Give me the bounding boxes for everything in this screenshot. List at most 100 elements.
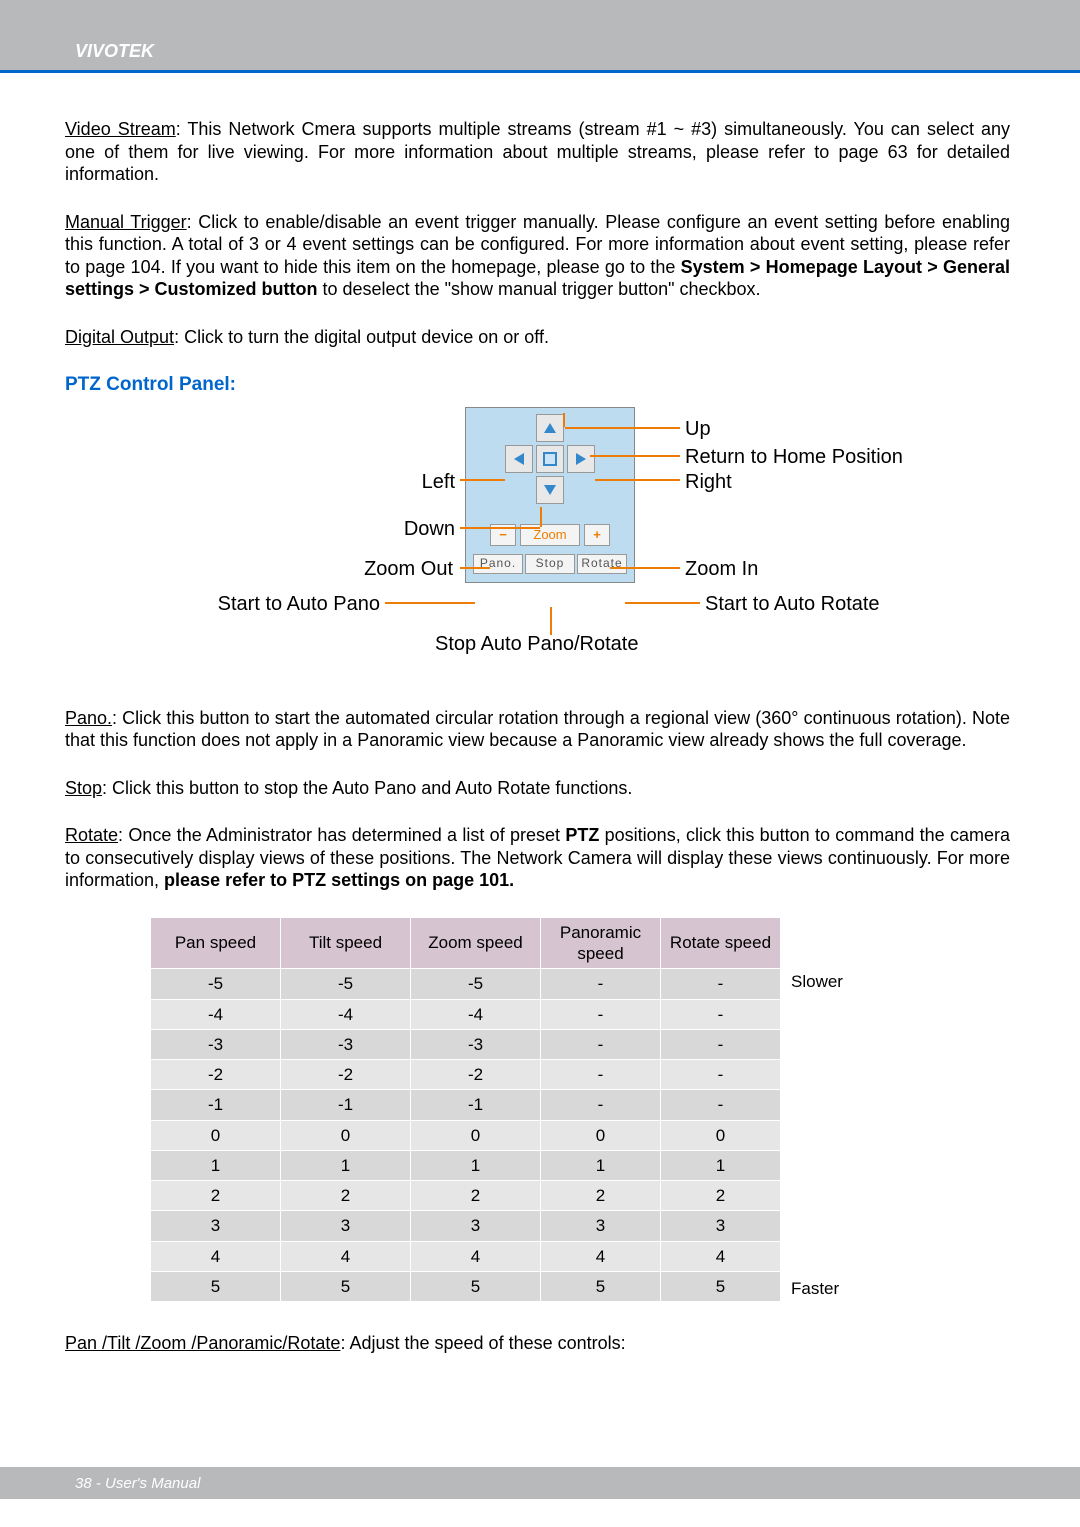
leader-line bbox=[460, 527, 540, 529]
callout-up: Up bbox=[685, 417, 711, 442]
arrow-left-icon bbox=[514, 453, 524, 465]
faster-label: Faster bbox=[791, 1278, 839, 1299]
table-cell: -1 bbox=[281, 1090, 411, 1120]
table-cell: - bbox=[661, 969, 781, 999]
zoom-in-button[interactable]: + bbox=[584, 524, 610, 546]
table-cell: -1 bbox=[411, 1090, 541, 1120]
table-cell: - bbox=[661, 1029, 781, 1059]
table-cell: -2 bbox=[281, 1060, 411, 1090]
table-row: -2-2-2-- bbox=[151, 1060, 891, 1090]
table-cell: 2 bbox=[541, 1181, 661, 1211]
manual-trigger-label: Manual Trigger bbox=[65, 212, 187, 232]
table-cell: 4 bbox=[661, 1241, 781, 1271]
table-cell: 3 bbox=[661, 1211, 781, 1241]
table-row: -5-5-5--SlowerFaster bbox=[151, 969, 891, 999]
leader-line bbox=[610, 567, 680, 569]
stop-button[interactable]: Stop bbox=[525, 554, 575, 574]
leader-line bbox=[563, 413, 565, 427]
callout-home: Return to Home Position bbox=[685, 445, 903, 470]
speed-table: Pan speed Tilt speed Zoom speed Panorami… bbox=[150, 917, 891, 1302]
ptz-down-button[interactable] bbox=[536, 476, 564, 504]
table-cell: 0 bbox=[281, 1120, 411, 1150]
rotate-para: Rotate: Once the Administrator has deter… bbox=[65, 824, 1010, 892]
table-cell: 5 bbox=[661, 1271, 781, 1301]
table-cell: 1 bbox=[281, 1150, 411, 1180]
speed-note-label: Pan /Tilt /Zoom /Panoramic/Rotate bbox=[65, 1333, 340, 1353]
col-pan: Pan speed bbox=[151, 917, 281, 969]
callout-stop: Stop Auto Pano/Rotate bbox=[435, 632, 639, 657]
table-cell: -4 bbox=[151, 999, 281, 1029]
leader-line bbox=[590, 455, 680, 457]
ptz-left-button[interactable] bbox=[505, 445, 533, 473]
table-cell: 4 bbox=[411, 1241, 541, 1271]
pano-para: Pano.: Click this button to start the au… bbox=[65, 707, 1010, 752]
table-cell: -1 bbox=[151, 1090, 281, 1120]
ptz-home-button[interactable] bbox=[536, 445, 564, 473]
slower-label: Slower bbox=[791, 971, 843, 992]
col-zoom: Zoom speed bbox=[411, 917, 541, 969]
footer-text: 38 - User's Manual bbox=[75, 1475, 200, 1492]
table-cell: - bbox=[541, 999, 661, 1029]
pano-button[interactable]: Pano. bbox=[473, 554, 523, 574]
digital-output-para: Digital Output: Click to turn the digita… bbox=[65, 326, 1010, 349]
table-row: -4-4-4-- bbox=[151, 999, 891, 1029]
callout-zoomin: Zoom In bbox=[685, 557, 758, 582]
callout-left: Left bbox=[385, 470, 455, 495]
pano-label: Pano. bbox=[65, 708, 112, 728]
table-row: 00000 bbox=[151, 1120, 891, 1150]
arrow-up-icon bbox=[544, 423, 556, 433]
table-row: 33333 bbox=[151, 1211, 891, 1241]
pano-row: Pano. Stop Rotate bbox=[472, 554, 628, 574]
ptz-right-button[interactable] bbox=[567, 445, 595, 473]
table-cell: -4 bbox=[411, 999, 541, 1029]
table-cell: 3 bbox=[281, 1211, 411, 1241]
page-footer: 38 - User's Manual bbox=[0, 1467, 1080, 1499]
leader-line bbox=[625, 602, 700, 604]
brand-label: VIVOTEK bbox=[75, 41, 154, 62]
ptz-section-title: PTZ Control Panel: bbox=[65, 373, 1010, 397]
callout-pano: Start to Auto Pano bbox=[190, 592, 380, 617]
table-cell: -2 bbox=[151, 1060, 281, 1090]
table-cell: 0 bbox=[541, 1120, 661, 1150]
table-cell: 5 bbox=[151, 1271, 281, 1301]
table-row: 22222 bbox=[151, 1181, 891, 1211]
table-cell: 5 bbox=[541, 1271, 661, 1301]
leader-line bbox=[565, 427, 680, 429]
table-cell: - bbox=[661, 999, 781, 1029]
table-cell: -3 bbox=[151, 1029, 281, 1059]
table-cell: 1 bbox=[151, 1150, 281, 1180]
table-cell: 2 bbox=[281, 1181, 411, 1211]
side-labels: Slower Faster bbox=[781, 969, 891, 1302]
table-cell: - bbox=[541, 1060, 661, 1090]
table-cell: 5 bbox=[281, 1271, 411, 1301]
table-cell: 3 bbox=[411, 1211, 541, 1241]
col-tilt: Tilt speed bbox=[281, 917, 411, 969]
table-cell: -2 bbox=[411, 1060, 541, 1090]
ptz-diagram: − Zoom + Pano. Stop Rotate Up Return to … bbox=[65, 407, 1010, 677]
table-cell: 0 bbox=[661, 1120, 781, 1150]
table-header-row: Pan speed Tilt speed Zoom speed Panorami… bbox=[151, 917, 891, 969]
leader-line bbox=[460, 567, 490, 569]
digital-output-label: Digital Output bbox=[65, 327, 174, 347]
stop-label: Stop bbox=[65, 778, 102, 798]
table-cell: 5 bbox=[411, 1271, 541, 1301]
leader-line bbox=[595, 479, 680, 481]
table-cell: 3 bbox=[151, 1211, 281, 1241]
table-cell: -3 bbox=[411, 1029, 541, 1059]
video-stream-para: Video Stream: This Network Cmera support… bbox=[65, 118, 1010, 186]
callout-rotate: Start to Auto Rotate bbox=[705, 592, 880, 617]
ptz-up-button[interactable] bbox=[536, 414, 564, 442]
table-cell: 2 bbox=[151, 1181, 281, 1211]
ptz-panel: − Zoom + Pano. Stop Rotate bbox=[465, 407, 635, 583]
leader-line bbox=[540, 507, 542, 527]
table-cell: 4 bbox=[541, 1241, 661, 1271]
table-row: 44444 bbox=[151, 1241, 891, 1271]
page-header: VIVOTEK bbox=[0, 0, 1080, 70]
table-cell: 1 bbox=[661, 1150, 781, 1180]
home-icon bbox=[543, 452, 557, 466]
table-row: -3-3-3-- bbox=[151, 1029, 891, 1059]
col-rotate: Rotate speed bbox=[661, 917, 781, 969]
table-cell: 3 bbox=[541, 1211, 661, 1241]
table-cell: 0 bbox=[151, 1120, 281, 1150]
rotate-button[interactable]: Rotate bbox=[577, 554, 627, 574]
